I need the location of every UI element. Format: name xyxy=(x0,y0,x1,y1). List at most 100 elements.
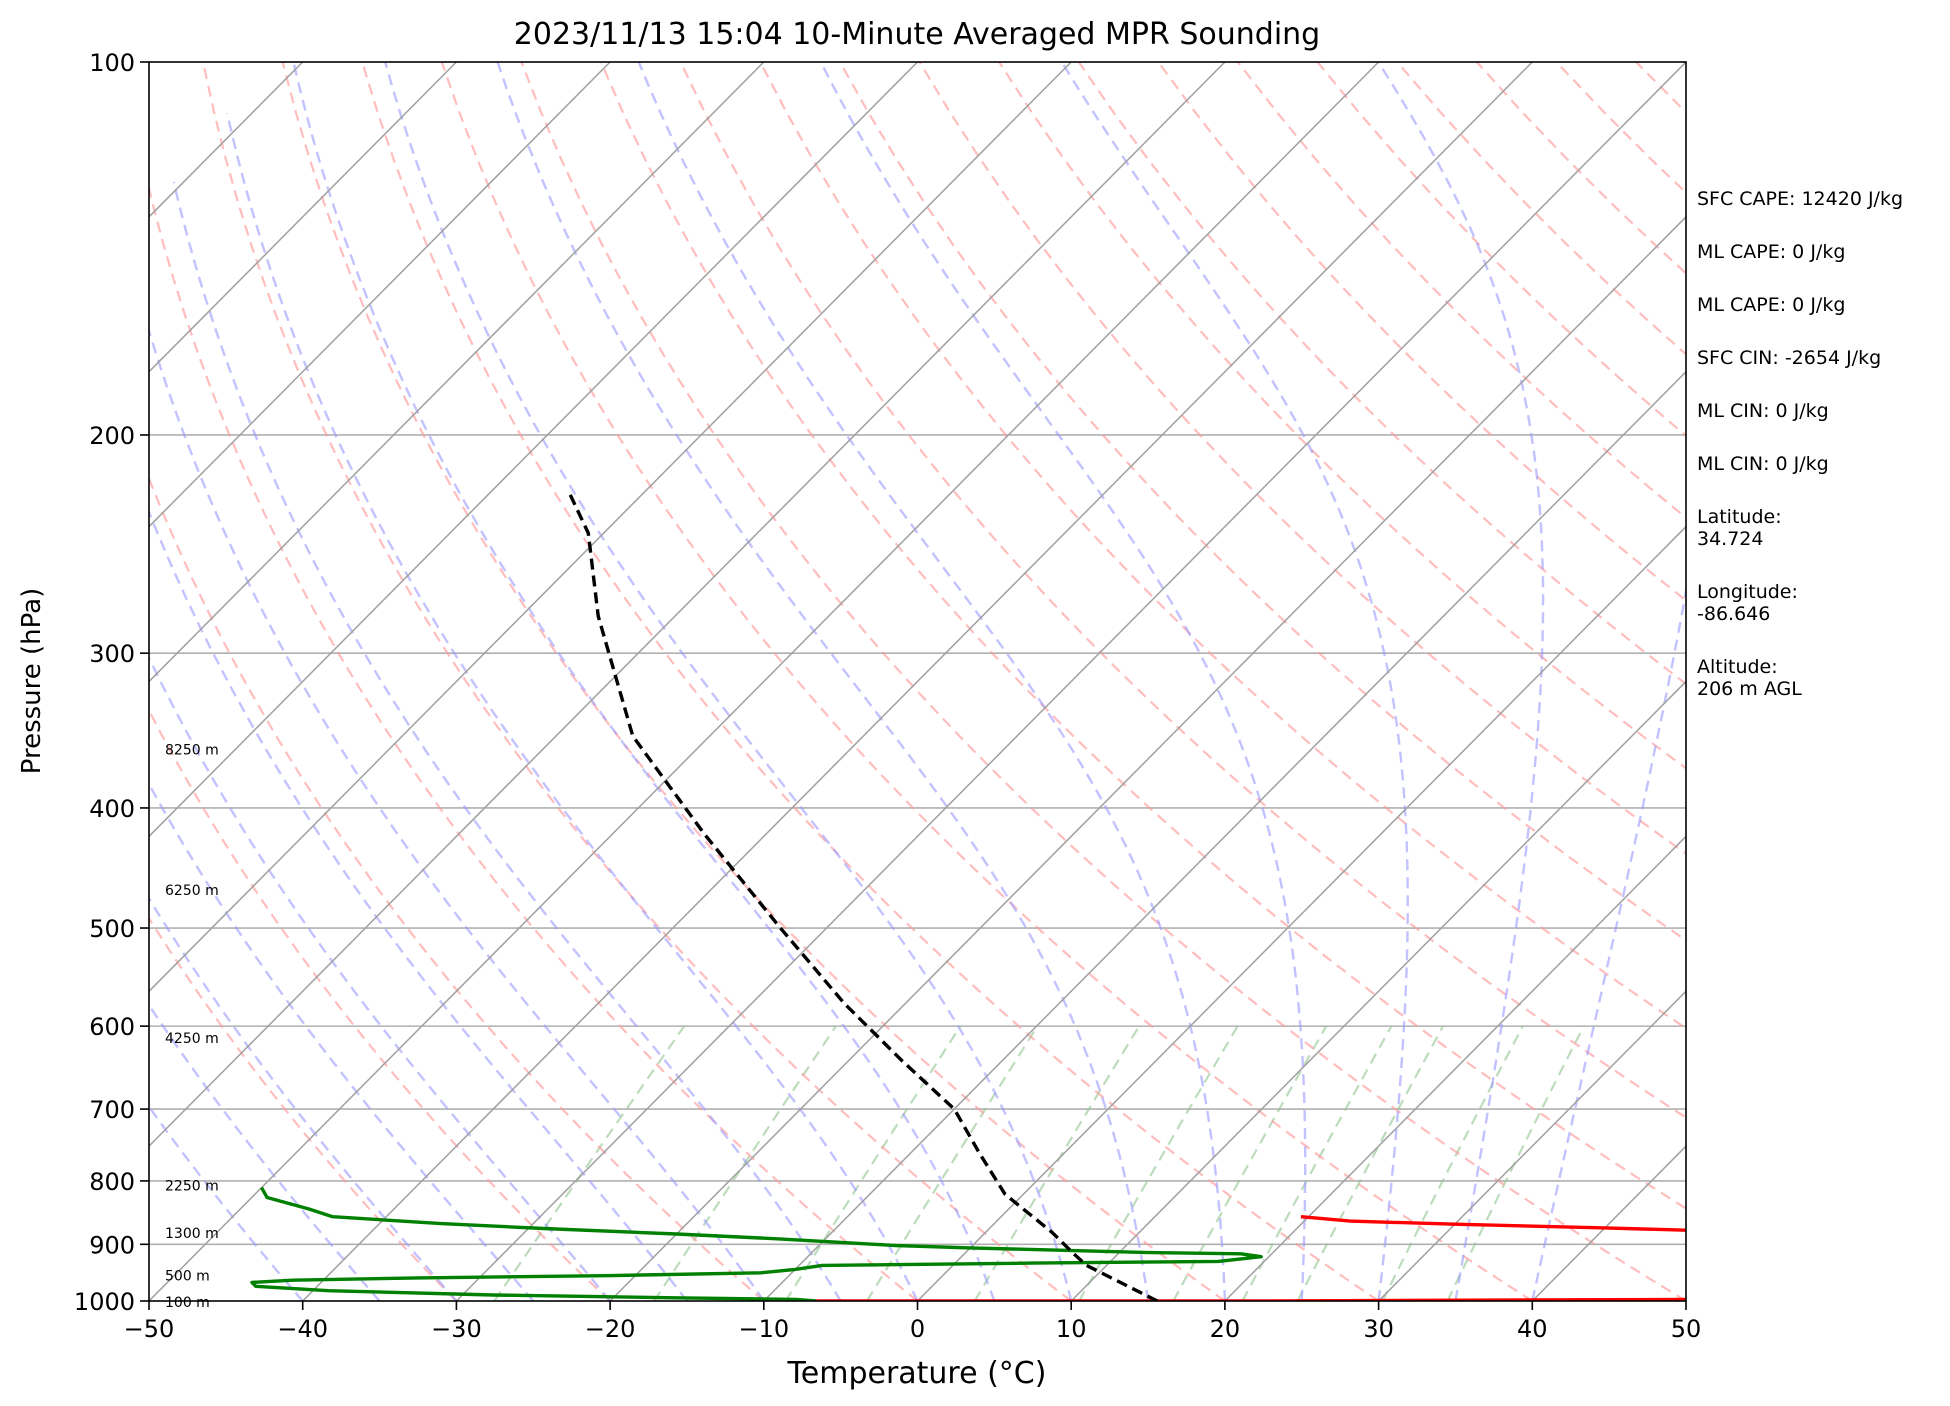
mixing-ratio-line xyxy=(1172,1025,1328,1301)
y-tick-label: 1000 xyxy=(74,1288,135,1316)
isotherm-line xyxy=(302,62,1533,1301)
dry-adiabat xyxy=(520,62,1686,1301)
parcel-line xyxy=(566,490,1159,1301)
moist-adiabat xyxy=(819,62,1307,1301)
x-tick-label: −20 xyxy=(585,1315,636,1343)
altitude-label: Altitude: xyxy=(1697,656,1778,678)
isotherm-line xyxy=(1378,990,1686,1301)
height-label: 2250 m xyxy=(165,1178,219,1194)
dry-adiabat xyxy=(361,62,1380,1301)
dry-adiabat xyxy=(149,475,765,1301)
moist-adiabat xyxy=(1060,62,1409,1301)
dry-adiabat xyxy=(281,62,1226,1301)
y-tick-label: 800 xyxy=(89,1168,135,1196)
x-tick-label: 10 xyxy=(1056,1315,1087,1343)
y-tick-label: 900 xyxy=(89,1231,135,1259)
moist-adiabat xyxy=(149,1104,304,1301)
temperature-line-upper xyxy=(1300,1215,1686,1232)
pressure-gridlines xyxy=(149,434,1686,1246)
moist-adiabat xyxy=(225,113,919,1301)
height-label: 500 m xyxy=(165,1269,210,1285)
dry-adiabat xyxy=(149,708,611,1301)
y-tick-label: 100 xyxy=(89,49,135,77)
isotherm-line xyxy=(149,62,457,373)
sounding-profiles xyxy=(250,490,1686,1301)
sfc-cin: SFC CIN: -2654 J/kg xyxy=(1697,347,1882,369)
dry-adiabats xyxy=(149,62,1686,1301)
isotherm-line xyxy=(1224,835,1686,1301)
isotherm-line xyxy=(149,62,1072,993)
moist-adiabat xyxy=(149,508,688,1301)
dry-adiabat xyxy=(838,62,1686,942)
mixing-ratio-line xyxy=(1296,1025,1444,1301)
y-tick-label: 300 xyxy=(89,640,135,668)
isotherm-line xyxy=(149,62,765,683)
mixing-ratio-line xyxy=(784,1025,962,1301)
dry-adiabat xyxy=(149,183,919,1301)
y-axis-label: Pressure (hPa) xyxy=(17,588,47,775)
moist-adiabats xyxy=(149,62,1686,1301)
moist-adiabat xyxy=(172,181,842,1301)
ml-cin-2: ML CIN: 0 J/kg xyxy=(1697,453,1829,475)
dry-adiabat xyxy=(759,62,1686,1030)
ml-cape-2: ML CAPE: 0 J/kg xyxy=(1697,294,1846,316)
moist-adiabat xyxy=(384,62,1073,1301)
mixing-ratio-line xyxy=(493,1025,686,1301)
moist-adiabat xyxy=(637,62,1227,1301)
moist-adiabat xyxy=(292,62,996,1301)
isotherm-line xyxy=(149,62,611,528)
moist-adiabat xyxy=(1377,62,1545,1301)
x-tick-label: −40 xyxy=(277,1315,328,1343)
x-tick-label: 20 xyxy=(1210,1315,1241,1343)
y-tick-label: 500 xyxy=(89,915,135,943)
y-tick-label: 400 xyxy=(89,795,135,823)
height-label: 8250 m xyxy=(165,742,219,758)
sfc-cape: SFC CAPE: 12420 J/kg xyxy=(1697,188,1904,210)
ml-cape-1: ML CAPE: 0 J/kg xyxy=(1697,241,1846,263)
height-label: 100 m xyxy=(165,1295,210,1311)
y-tick-label: 200 xyxy=(89,422,135,450)
isotherm-line xyxy=(149,62,1226,1148)
mixing-ratio-line xyxy=(1381,1025,1524,1301)
moist-adiabat xyxy=(496,62,1150,1301)
height-label: 1300 m xyxy=(165,1226,219,1242)
mixing-ratio-line xyxy=(1446,1025,1585,1301)
y-tick-label: 600 xyxy=(89,1013,135,1041)
height-label: 6250 m xyxy=(165,883,219,899)
x-axis: −50 −40 −30 −20 −10 0 10 20 30 40 50 xyxy=(124,1301,1701,1343)
dry-adiabat xyxy=(599,62,1686,1210)
sounding-stats: SFC CAPE: 12420 J/kg ML CAPE: 0 J/kg ML … xyxy=(1697,188,1947,700)
temperature-line xyxy=(816,1297,1686,1301)
isotherm-line xyxy=(1070,680,1686,1301)
dry-adiabat xyxy=(998,62,1686,770)
mixing-ratio-line xyxy=(653,1025,837,1301)
longitude-value: -86.646 xyxy=(1697,603,1771,625)
ml-cin-1: ML CIN: 0 J/kg xyxy=(1697,400,1829,422)
x-axis-label: Temperature (°C) xyxy=(787,1356,1047,1391)
moist-adiabat xyxy=(149,781,535,1301)
dewpoint-line xyxy=(250,1186,1263,1301)
x-tick-label: −10 xyxy=(738,1315,789,1343)
chart-title: 2023/11/13 15:04 10-Minute Averaged MPR … xyxy=(514,17,1320,52)
dry-adiabat xyxy=(1077,62,1686,686)
mixing-ratio-line xyxy=(866,1025,1039,1301)
x-tick-label: 40 xyxy=(1517,1315,1548,1343)
dry-adiabat xyxy=(679,62,1686,1119)
isotherm-line xyxy=(609,215,1686,1301)
isotherm-line xyxy=(916,525,1686,1301)
height-labels: 8250 m 6250 m 4250 m 2250 m 1300 m 500 m 100 m xyxy=(165,742,219,1311)
skewed-isotherms xyxy=(149,62,1686,1301)
height-label: 4250 m xyxy=(165,1031,219,1047)
isotherm-line xyxy=(149,62,1380,1301)
isotherm-line xyxy=(763,370,1686,1301)
isotherm-line xyxy=(455,62,1686,1301)
dry-adiabat xyxy=(201,62,1072,1301)
x-tick-label: 30 xyxy=(1363,1315,1394,1343)
latitude-label: Latitude: xyxy=(1697,506,1782,528)
mixing-ratio-line xyxy=(973,1025,1141,1301)
y-axis: 100 200 300 400 500 600 700 800 900 1000 xyxy=(74,49,149,1316)
altitude-value: 206 m AGL xyxy=(1697,678,1802,700)
x-tick-label: 0 xyxy=(910,1315,925,1343)
